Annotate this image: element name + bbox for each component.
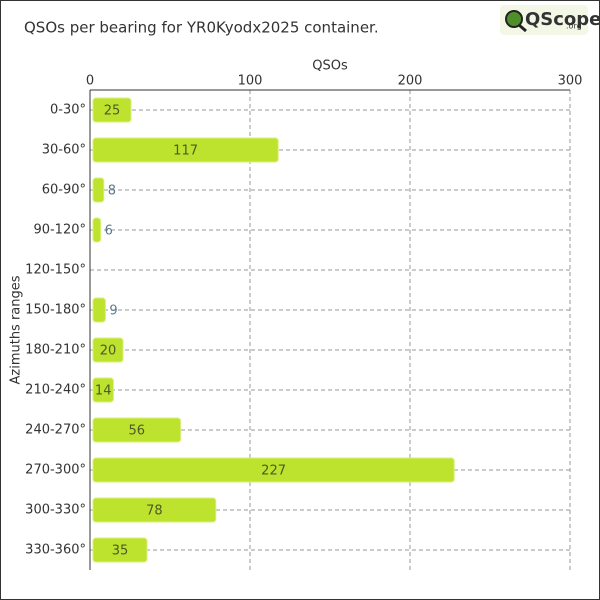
bar (92, 177, 105, 203)
bar-value-label: 78 (146, 504, 163, 519)
bar (92, 137, 279, 163)
bar (92, 217, 102, 243)
bar-value-label: 117 (173, 144, 198, 159)
y-tick-label: 300-330° (25, 503, 86, 518)
y-tick-label: 150-180° (25, 303, 86, 318)
y-tick-label: 30-60° (42, 143, 86, 158)
x-tick-label: 300 (558, 74, 583, 89)
bar (92, 537, 148, 563)
y-tick-label: 60-90° (42, 183, 86, 198)
y-tick-label: 90-120° (33, 223, 86, 238)
bar-value-label: 8 (108, 184, 116, 199)
bar-value-label: 25 (104, 104, 121, 119)
bar (92, 457, 455, 483)
bar (92, 297, 106, 323)
bar-value-label: 9 (109, 304, 117, 319)
bar (92, 417, 182, 443)
y-axis-label: Azimuths ranges (9, 275, 24, 384)
bar (92, 97, 132, 123)
bar (92, 377, 114, 403)
logo-suffix: .org (566, 22, 582, 31)
logo-text: QScope (525, 9, 600, 30)
logo-handle (518, 23, 527, 33)
bar-value-label: 35 (112, 544, 129, 559)
y-tick-label: 120-150° (25, 263, 86, 278)
bar (92, 337, 124, 363)
logo: QScope .org (500, 5, 600, 35)
chart-title: QSOs per bearing for YR0Kyodx2025 contai… (24, 19, 379, 37)
y-tick-label: 240-270° (25, 423, 86, 438)
y-tick-label: 180-210° (25, 343, 86, 358)
x-tick-label: 0 (86, 74, 94, 89)
x-axis-label: QSOs (312, 59, 348, 74)
y-tick-label: 0-30° (50, 103, 86, 118)
bar-value-label: 56 (129, 424, 146, 439)
x-tick-label: 100 (238, 74, 263, 89)
x-tick-label: 200 (398, 74, 423, 89)
y-tick-label: 270-300° (25, 463, 86, 478)
bar-value-label: 6 (105, 224, 113, 239)
bar-value-label: 14 (95, 384, 112, 399)
bar (92, 497, 217, 523)
bar-value-label: 227 (261, 464, 286, 479)
logo-icon (505, 10, 523, 28)
y-tick-label: 330-360° (25, 543, 86, 558)
y-tick-label: 210-240° (25, 383, 86, 398)
bar-value-label: 20 (100, 344, 117, 359)
